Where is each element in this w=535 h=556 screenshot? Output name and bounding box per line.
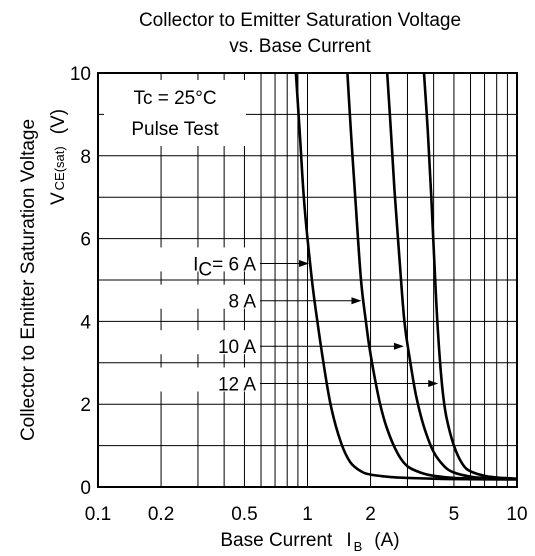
x-tick-label: 5 [449,504,460,525]
x-tick-label: 0.2 [148,504,174,525]
series-label-bg [160,284,258,309]
series-line [385,72,518,480]
series-label-bg [160,247,258,272]
y-tick-label: 8 [80,147,91,168]
series-label-bg [160,330,258,355]
series-label-bg [160,367,258,392]
series-line [346,72,518,481]
condition-pulse-test: Pulse Test [131,119,219,140]
conditions-box: Tc = 25°C Pulse Test [104,80,246,146]
x-axis-label: Base Current I B (A) [220,530,399,554]
x-tick-labels: 0.1 0.2 0.5 1 2 5 10 [85,504,528,525]
y-tick-labels: 0 2 4 6 8 10 [70,64,92,499]
conditions-box-bg [104,80,246,146]
series-annotations: IC= 6 A 8 A 10 A 12 A [160,247,439,396]
x-axis-symbol-sub: B [354,539,363,554]
series-label: IC= 6 A [193,254,256,280]
x-axis-label-name: Base Current [220,530,333,551]
series-arrow-head [393,342,404,350]
y-axis-label-group: Collector to Emitter Saturation Voltage [18,119,39,441]
y-tick-label: 10 [70,64,91,85]
x-axis-symbol: I [346,530,351,551]
y-axis-symbol-label: V CE(sat) (V) [48,109,69,205]
y-axis-label: Collector to Emitter Saturation Voltage [18,119,39,441]
y-axis-symbol-group: V CE(sat) (V) [48,109,69,205]
x-tick-label: 1 [302,504,313,525]
x-tick-label: 0.1 [85,504,111,525]
x-axis-unit: (A) [374,530,399,551]
chart-title-line1: Collector to Emitter Saturation Voltage [139,10,461,31]
series-label: 8 A [229,292,257,313]
condition-temperature: Tc = 25°C [133,88,216,109]
series-curves [294,72,518,481]
series-label: 12 A [218,375,256,396]
series-arrow-head [299,259,310,267]
plot-grid [98,73,517,487]
series-line [294,72,518,481]
y-tick-label: 4 [80,312,91,333]
series-arrow-head [428,380,439,387]
plot-frame [97,72,518,488]
series-label: 10 A [218,337,256,358]
y-axis-symbol-sub: CE(sat) [52,146,67,190]
y-axis-unit: (V) [48,109,69,134]
series-label-sub: C [198,259,212,280]
y-tick-label: 2 [80,395,91,416]
chart-title-line2: vs. Base Current [229,36,371,57]
y-tick-label: 6 [80,230,91,251]
y-axis-symbol: V [48,192,69,205]
series-arrow-head [351,297,362,305]
series-label-prefix: I [193,254,198,275]
x-tick-label: 2 [365,504,376,525]
series-label-rest: = 6 A [212,254,256,275]
x-tick-label: 10 [506,504,527,525]
x-tick-label: 0.5 [231,504,257,525]
series-line [422,72,518,480]
y-tick-label: 0 [80,478,91,499]
